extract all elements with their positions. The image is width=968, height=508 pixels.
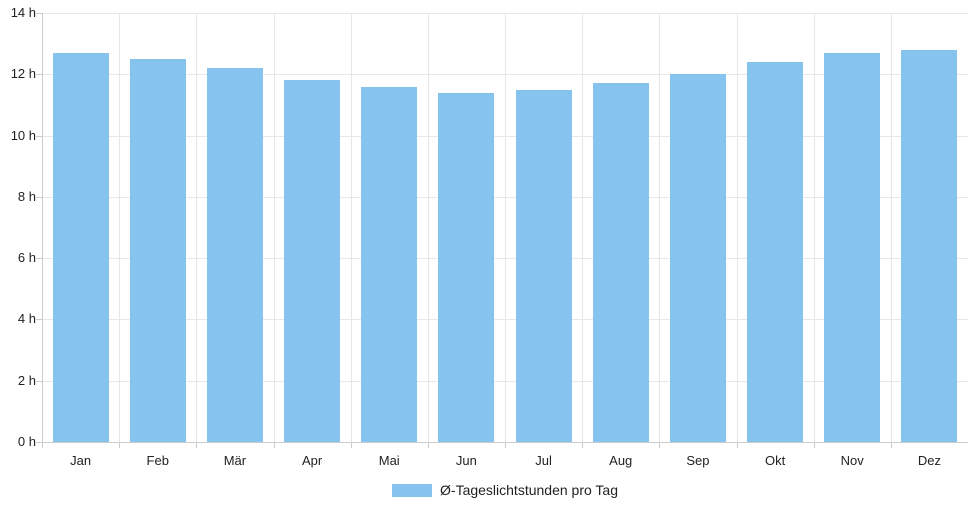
legend: Ø-Tageslichtstunden pro Tag	[42, 480, 968, 500]
x-axis-tick-11	[891, 442, 892, 448]
y-axis-tick-8	[36, 196, 42, 198]
x-axis-label-jun: Jun	[455, 453, 477, 468]
x-axis-tick-6	[505, 442, 506, 448]
y-axis-label-14: 14 h	[10, 5, 36, 20]
x-axis-tick-10	[814, 442, 815, 448]
x-axis-label-feb: Feb	[146, 453, 169, 468]
y-axis-label-8: 8 h	[17, 188, 36, 204]
x-axis-tick-7	[582, 442, 583, 448]
x-axis-tick-5	[428, 442, 429, 448]
gridline-v-5	[428, 13, 429, 442]
bar-okt[interactable]	[747, 62, 804, 442]
legend-item-daylight[interactable]: Ø-Tageslichtstunden pro Tag	[392, 481, 618, 499]
gridline-v-10	[814, 13, 815, 442]
y-axis-label-12: 12 h	[10, 66, 36, 82]
y-axis-label-6: 6 h	[17, 250, 36, 266]
x-axis-tick-9	[737, 442, 738, 448]
bar-sep[interactable]	[669, 74, 726, 442]
x-axis-label-jan: Jan	[70, 453, 92, 468]
x-axis-label-jul: Jul	[535, 453, 552, 468]
legend-label: Ø-Tageslichtstunden pro Tag	[440, 482, 618, 498]
bar-aug[interactable]	[592, 83, 649, 442]
y-axis-label-2: 2 h	[17, 372, 36, 388]
x-axis-tick-4	[351, 442, 352, 448]
x-axis-label-dez: Dez	[917, 453, 941, 468]
gridline-v-6	[505, 13, 506, 442]
y-axis-tick-0	[36, 442, 42, 443]
bar-jun[interactable]	[438, 92, 495, 442]
gridline-v-8	[659, 13, 660, 442]
gridline-v-4	[351, 13, 352, 442]
y-axis-tick-4	[36, 319, 42, 321]
gridline-v-9	[737, 13, 738, 442]
x-axis-label-okt: Okt	[764, 453, 786, 468]
y-axis-line	[42, 13, 43, 442]
x-axis-label-aug: Aug	[609, 453, 633, 468]
x-axis-tick-3	[274, 442, 275, 448]
bar-dez[interactable]	[901, 49, 958, 442]
y-axis-label-4: 4 h	[17, 311, 36, 327]
y-axis-label-0: 0 h	[17, 434, 36, 449]
x-axis-tick-1	[119, 442, 120, 448]
y-axis-label-10: 10 h	[10, 127, 36, 143]
bar-feb[interactable]	[129, 58, 186, 442]
x-axis-tick-2	[196, 442, 197, 448]
y-axis-tick-14	[36, 13, 42, 14]
bar-mai[interactable]	[361, 86, 418, 442]
bar-mär[interactable]	[206, 68, 263, 442]
x-axis-tick-0	[42, 442, 43, 448]
x-axis-label-apr: Apr	[301, 453, 323, 468]
bar-apr[interactable]	[284, 80, 341, 442]
bar-jul[interactable]	[515, 89, 572, 442]
x-axis-label-nov: Nov	[840, 453, 864, 468]
y-axis-tick-10	[36, 135, 42, 137]
x-axis-label-sep: Sep	[686, 453, 710, 468]
x-axis-label-mai: Mai	[378, 453, 400, 468]
gridline-v-7	[582, 13, 583, 442]
plot-area	[42, 13, 968, 442]
x-axis-label-mär: Mär	[223, 453, 247, 468]
y-axis-tick-12	[36, 74, 42, 76]
y-axis-tick-2	[36, 380, 42, 382]
bar-nov[interactable]	[824, 52, 881, 442]
y-axis-tick-6	[36, 258, 42, 260]
gridline-v-3	[274, 13, 275, 442]
gridline-v-1	[119, 13, 120, 442]
bar-jan[interactable]	[52, 52, 109, 442]
gridline-v-2	[196, 13, 197, 442]
legend-swatch-icon	[392, 483, 433, 497]
gridline-v-11	[891, 13, 892, 442]
x-axis-tick-8	[659, 442, 660, 448]
